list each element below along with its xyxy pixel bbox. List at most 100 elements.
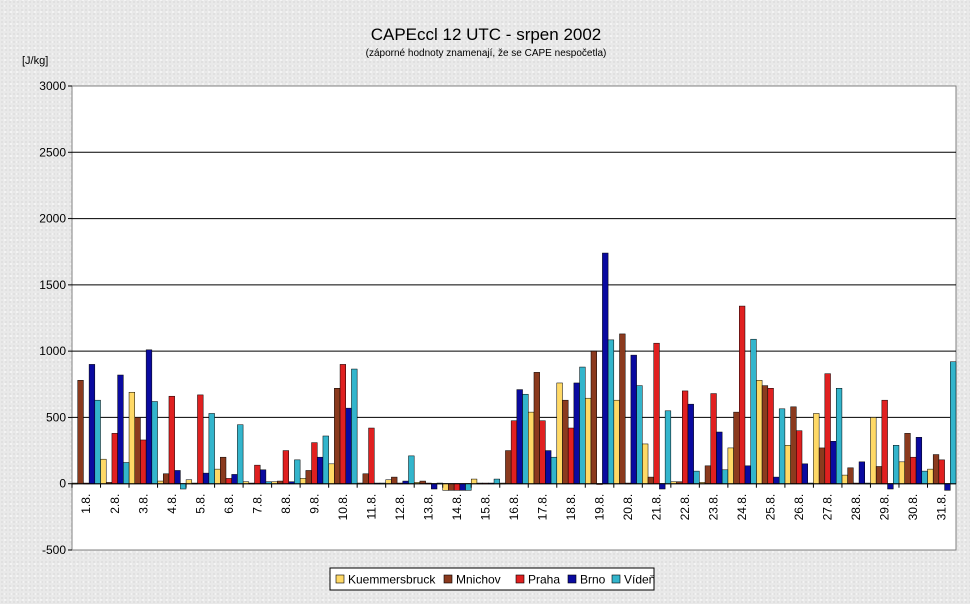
bar-vídeň-18 [579,366,586,484]
legend-swatch-brno [567,574,577,584]
bar-kuemmersbruck-30 [898,461,905,484]
bar-brno-18 [573,382,580,484]
bar-mnichov-3 [134,417,141,484]
x-tick-label: 31.8. [935,494,949,521]
bar-vídeň-5 [208,413,215,484]
y-axis-label: [J/kg] [22,55,48,67]
bar-kuemmersbruck-3 [128,391,135,484]
bar-vídeň-17 [550,456,558,484]
bar-mnichov-28 [847,467,854,484]
bar-brno-5 [202,472,210,484]
bar-mnichov-1 [77,380,84,484]
bar-kuemmersbruck-20 [613,399,620,484]
legend-box [329,567,655,591]
bar-kuemmersbruck-14 [442,483,449,491]
bar-praha-5 [197,394,204,484]
bar-praha-2 [111,433,118,484]
y-tick-label: 500 [46,410,66,424]
x-tick-label: 29.8. [878,494,892,521]
bar-praha-4 [168,395,175,484]
bar-praha-16 [510,420,518,484]
x-tick-label: 16.8. [507,494,521,521]
x-tick-label: 7.8. [250,494,264,514]
y-tick-label: -500 [42,543,66,557]
bar-brno-28 [858,461,865,484]
legend-label-praha: Praha [528,573,560,587]
x-axis-ticks: 1.8. 2.8. 3.8. 4.8. 5.8. 6.8. 7.8. 8.8. 9.8. 10.8… [71,483,949,521]
bar-vídeň-19 [607,339,615,484]
bar-mnichov-19 [590,350,597,484]
bar-mnichov-23 [704,465,712,484]
bar-mnichov-14 [448,483,455,491]
y-tick-label: 2000 [39,212,66,226]
bar-mnichov-9 [305,470,312,484]
bar-vídeň-22 [693,470,700,484]
bar-praha-11 [368,427,375,484]
bar-mnichov-18 [562,399,569,484]
y-tick-label: 1500 [39,278,66,292]
bar-vídeň-24 [750,338,757,484]
bar-vídeň-12 [408,455,415,484]
bar-praha-3 [140,439,147,484]
bar-brno-26 [801,463,808,484]
bar-mnichov-21 [647,476,654,484]
bar-vídeň-31 [950,361,957,484]
bar-praha-27 [824,373,831,484]
x-tick-label: 9.8. [307,494,321,514]
bar-kuemmersbruck-9 [299,478,307,484]
bar-brno-24 [744,465,751,484]
bar-praha-7 [254,464,261,484]
bar-kuemmersbruck-19 [585,397,592,484]
x-tick-label: 6.8. [222,494,236,514]
bar-mnichov-29 [875,466,883,484]
x-tick-label: 18.8. [564,494,578,521]
x-tick-label: 27.8. [821,494,835,521]
bar-kuemmersbruck-29 [870,417,877,484]
bar-mnichov-24 [733,411,740,484]
bar-praha-9 [311,442,318,484]
bar-kuemmersbruck-28 [841,474,848,484]
bar-brno-10 [345,407,352,484]
bar-brno-7 [259,469,267,484]
y-tick-label: 1000 [39,344,66,358]
bar-mnichov-16 [505,450,512,484]
bar-vídeň-3 [151,401,158,484]
bar-kuemmersbruck-18 [556,382,563,484]
x-tick-label: 23.8. [707,494,721,521]
bar-vídeň-20 [636,385,643,484]
bar-brno-30 [915,437,923,484]
x-tick-label: 22.8. [678,494,692,521]
bar-brno-13 [431,483,438,490]
bar-vídeň-6 [237,424,244,484]
bar-vídeň-21 [664,410,672,484]
bar-kuemmersbruck-17 [528,411,535,484]
bar-mnichov-12 [391,476,398,484]
bar-vídeň-2 [123,462,130,484]
bar-mnichov-30 [904,433,911,484]
x-tick-label: 1.8. [79,494,93,514]
bar-vídeň-8 [294,459,301,484]
bar-mnichov-11 [362,473,369,484]
bar-vídeň-30 [921,470,928,484]
y-tick-label: 0 [59,477,66,491]
bar-brno-1 [88,364,96,484]
bar-kuemmersbruck-24 [727,447,734,484]
bar-brno-2 [117,374,124,484]
x-tick-label: 11.8. [364,494,378,520]
legend-swatch-praha [515,574,525,584]
bar-brno-31 [944,483,951,491]
bar-kuemmersbruck-10 [328,463,335,484]
x-tick-label: 25.8. [764,494,778,521]
bar-praha-10 [339,364,346,484]
legend: Kuemmersbruck Mnichov Praha Brno Vídeň [329,567,655,591]
bar-brno-25 [773,476,780,484]
bar-brno-23 [716,431,723,484]
bar-brno-20 [630,354,637,484]
bar-mnichov-6 [220,456,227,484]
bar-praha-17 [539,420,546,484]
chart-title: CAPEccl 12 UTC - srpen 2002 [371,25,602,44]
legend-label-mnichov: Mnichov [456,573,501,587]
x-tick-label: 20.8. [621,494,635,521]
bar-brno-6 [231,474,238,484]
x-tick-label: 26.8. [792,494,806,521]
